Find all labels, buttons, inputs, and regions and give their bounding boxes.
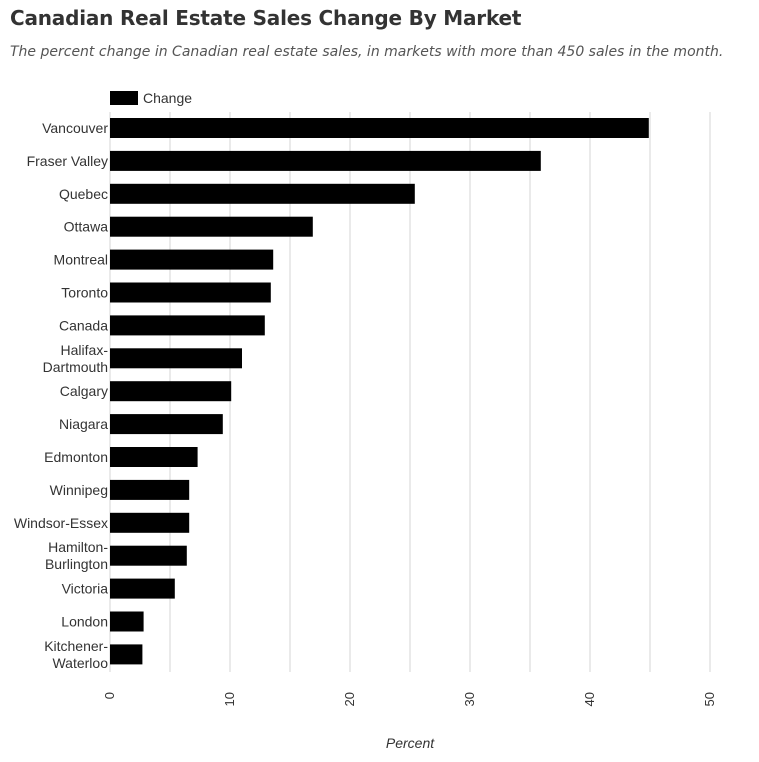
- bar: [110, 282, 271, 303]
- category-label: London: [61, 614, 108, 630]
- category-label: Ottawa: [64, 219, 109, 235]
- bar: [110, 118, 649, 138]
- category-label: Halifax-: [61, 342, 109, 358]
- category-label: Toronto: [61, 285, 108, 301]
- category-label: Canada: [59, 317, 108, 333]
- bar: [110, 348, 242, 369]
- category-label: Fraser Valley: [27, 153, 108, 169]
- category-label: Winnipeg: [50, 482, 108, 498]
- bar: [110, 216, 313, 237]
- legend-swatch: [110, 91, 138, 105]
- bar: [110, 644, 143, 665]
- x-tick-label: 20: [342, 692, 357, 706]
- category-label: Vancouver: [42, 120, 108, 136]
- bars: [110, 118, 649, 665]
- bar: [110, 249, 274, 270]
- bar: [110, 150, 541, 171]
- bar: [110, 611, 144, 632]
- bar: [110, 545, 187, 566]
- category-label: Victoria: [62, 581, 109, 597]
- x-tick-label: 0: [102, 692, 117, 699]
- category-labels: Vancouver Fraser Valley Quebec Ottawa Montre…: [14, 120, 108, 671]
- bar: [110, 447, 198, 467]
- x-tick-label: 40: [582, 692, 597, 706]
- x-tick-label: 30: [462, 692, 477, 706]
- category-label: Montreal: [54, 252, 108, 268]
- x-tick-labels: 0 10 20 30 40 50: [102, 692, 717, 706]
- chart-subtitle: The percent change in Canadian real esta…: [10, 44, 724, 60]
- category-label: Dartmouth: [43, 359, 108, 375]
- legend: Change: [110, 90, 192, 106]
- x-axis-title: Percent: [386, 735, 435, 751]
- bar: [110, 578, 175, 599]
- legend-label: Change: [143, 90, 192, 106]
- bar: [110, 479, 190, 500]
- bar: [110, 381, 232, 402]
- x-tick-label: 50: [702, 692, 717, 706]
- bar: [110, 414, 223, 435]
- bar: [110, 183, 415, 204]
- category-label: Quebec: [59, 186, 108, 202]
- chart-title: Canadian Real Estate Sales Change By Mar…: [10, 6, 522, 30]
- category-label: Burlington: [45, 556, 108, 572]
- bar: [110, 315, 265, 336]
- x-tick-label: 10: [222, 692, 237, 706]
- category-label: Windsor-Essex: [14, 515, 108, 531]
- category-label: Niagara: [59, 416, 108, 432]
- category-label: Edmonton: [44, 449, 108, 465]
- category-label: Calgary: [60, 383, 108, 399]
- category-label: Hamilton-: [48, 539, 108, 555]
- bar: [110, 512, 190, 533]
- category-label: Waterloo: [52, 655, 108, 671]
- category-label: Kitchener-: [44, 638, 108, 654]
